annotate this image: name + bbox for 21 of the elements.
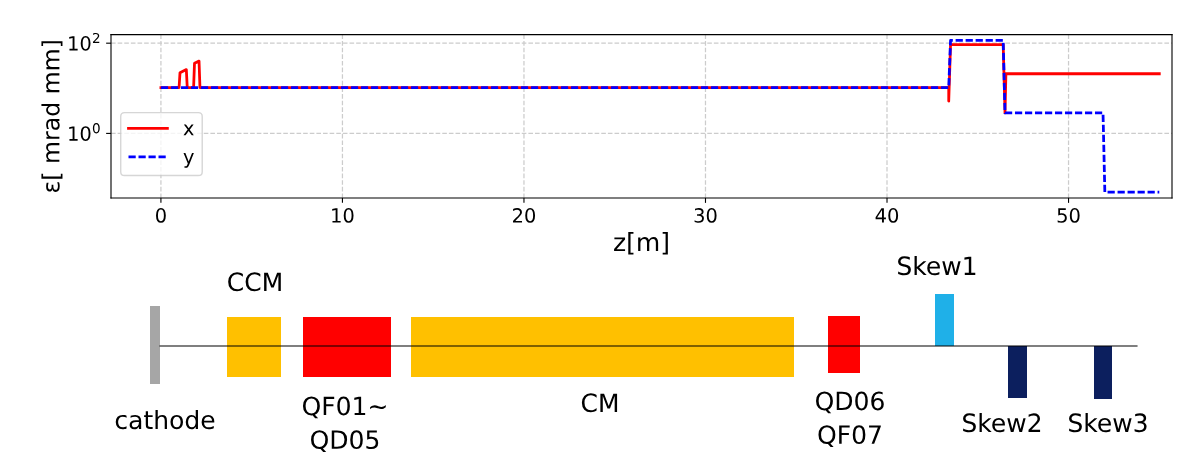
x-tick-label: 0	[156, 208, 166, 223]
legend-label: y	[183, 153, 194, 168]
text: CCM	[228, 272, 281, 292]
y-tick-label: 10$^{2}$	[69, 32, 100, 51]
x-tick-label: 40	[875, 208, 899, 223]
x-axis-title: z[m]	[614, 232, 668, 255]
x-tick-label: 50	[1057, 208, 1080, 223]
text: Skew1	[898, 255, 976, 276]
text: Skew2	[963, 412, 1041, 433]
y-tick-label: 10$^{0}$	[69, 123, 100, 141]
x-tick-label: 30	[694, 208, 717, 223]
line-series	[159, 39, 1161, 194]
text: cathode	[115, 409, 215, 430]
text: Skew3	[1069, 412, 1147, 433]
text: QF01~ QD05	[302, 396, 386, 452]
text: CM	[581, 393, 618, 413]
legend-label: x	[183, 124, 194, 136]
x-tick-label: 10	[332, 208, 354, 223]
y-axis-title: ε[ mrad mm]	[41, 41, 63, 192]
text: QD06 QF07	[816, 391, 884, 447]
x-tick-label: 20	[513, 208, 536, 223]
